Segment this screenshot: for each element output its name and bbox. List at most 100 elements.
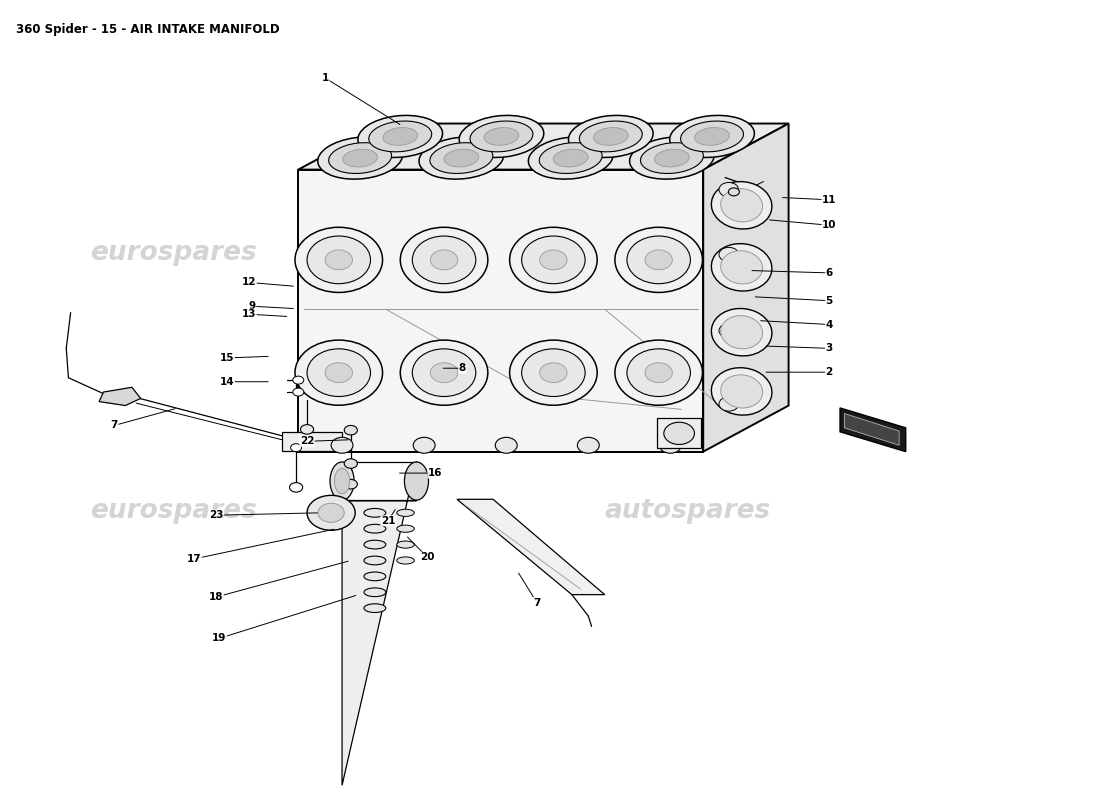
Ellipse shape	[307, 236, 371, 284]
Text: 7: 7	[111, 421, 118, 430]
Ellipse shape	[539, 142, 602, 174]
Ellipse shape	[670, 115, 755, 158]
Circle shape	[728, 188, 739, 196]
Ellipse shape	[397, 525, 415, 532]
Circle shape	[495, 438, 517, 454]
Ellipse shape	[615, 340, 703, 406]
Ellipse shape	[358, 115, 442, 158]
Text: 18: 18	[209, 592, 223, 602]
Ellipse shape	[430, 142, 493, 174]
Text: 16: 16	[428, 468, 442, 478]
Ellipse shape	[720, 250, 762, 284]
Ellipse shape	[553, 150, 588, 167]
Circle shape	[293, 388, 304, 396]
Ellipse shape	[484, 127, 519, 146]
Text: 5: 5	[825, 296, 833, 306]
Circle shape	[331, 438, 353, 454]
Text: 8: 8	[459, 363, 466, 374]
Ellipse shape	[326, 250, 352, 270]
Circle shape	[719, 397, 739, 411]
Text: 21: 21	[381, 516, 395, 526]
Text: 1: 1	[322, 74, 329, 83]
Polygon shape	[658, 418, 701, 448]
Ellipse shape	[540, 362, 568, 382]
Text: eurospares: eurospares	[90, 498, 257, 524]
Text: 3: 3	[825, 343, 833, 354]
Ellipse shape	[318, 137, 403, 179]
Ellipse shape	[405, 462, 429, 500]
Circle shape	[344, 426, 358, 435]
Ellipse shape	[364, 588, 386, 597]
Circle shape	[344, 479, 358, 489]
Text: 2: 2	[825, 367, 833, 377]
Text: eurospares: eurospares	[90, 240, 257, 266]
Ellipse shape	[400, 340, 487, 406]
Circle shape	[719, 182, 739, 197]
Text: autospares: autospares	[605, 240, 771, 266]
Ellipse shape	[330, 462, 354, 500]
Polygon shape	[282, 432, 342, 451]
Ellipse shape	[569, 115, 653, 158]
Text: 10: 10	[822, 220, 836, 230]
Ellipse shape	[712, 244, 772, 291]
Circle shape	[414, 438, 436, 454]
Ellipse shape	[627, 349, 691, 397]
Ellipse shape	[712, 182, 772, 229]
Ellipse shape	[430, 250, 458, 270]
Polygon shape	[456, 499, 605, 594]
Ellipse shape	[364, 604, 386, 613]
Text: 15: 15	[220, 353, 234, 363]
Polygon shape	[703, 123, 789, 452]
Ellipse shape	[712, 309, 772, 356]
Circle shape	[578, 438, 600, 454]
Circle shape	[318, 503, 344, 522]
Circle shape	[290, 444, 301, 452]
Polygon shape	[298, 123, 789, 170]
Ellipse shape	[295, 227, 383, 293]
Ellipse shape	[412, 349, 476, 397]
Text: 360 Spider - 15 - AIR INTAKE MANIFOLD: 360 Spider - 15 - AIR INTAKE MANIFOLD	[15, 22, 279, 36]
Polygon shape	[298, 170, 703, 452]
Text: 13: 13	[242, 309, 256, 319]
Ellipse shape	[364, 509, 386, 517]
Ellipse shape	[593, 127, 628, 146]
Ellipse shape	[334, 468, 350, 494]
Ellipse shape	[364, 556, 386, 565]
Text: 4: 4	[825, 319, 833, 330]
Text: 20: 20	[420, 552, 434, 562]
Circle shape	[293, 376, 304, 384]
Ellipse shape	[326, 362, 352, 382]
Ellipse shape	[307, 349, 371, 397]
Ellipse shape	[383, 127, 418, 146]
Text: 19: 19	[212, 634, 227, 643]
Ellipse shape	[720, 189, 762, 222]
Ellipse shape	[509, 227, 597, 293]
Ellipse shape	[627, 236, 691, 284]
Ellipse shape	[695, 127, 729, 146]
Ellipse shape	[521, 349, 585, 397]
Ellipse shape	[681, 121, 744, 152]
Ellipse shape	[615, 227, 703, 293]
Text: 11: 11	[822, 194, 836, 205]
Ellipse shape	[712, 368, 772, 415]
Ellipse shape	[295, 340, 383, 406]
Ellipse shape	[580, 121, 642, 152]
Ellipse shape	[528, 137, 613, 179]
Ellipse shape	[430, 362, 458, 382]
Text: 9: 9	[249, 302, 256, 311]
Circle shape	[719, 247, 739, 262]
Ellipse shape	[364, 524, 386, 533]
Circle shape	[307, 495, 355, 530]
Circle shape	[719, 323, 739, 338]
Ellipse shape	[645, 250, 672, 270]
Text: 17: 17	[187, 554, 201, 564]
Text: 22: 22	[300, 436, 315, 446]
Circle shape	[659, 438, 681, 454]
Ellipse shape	[720, 316, 762, 349]
Ellipse shape	[521, 236, 585, 284]
Ellipse shape	[444, 150, 478, 167]
Text: 12: 12	[242, 278, 256, 287]
Text: 14: 14	[220, 377, 234, 386]
Ellipse shape	[540, 250, 568, 270]
Ellipse shape	[640, 142, 703, 174]
